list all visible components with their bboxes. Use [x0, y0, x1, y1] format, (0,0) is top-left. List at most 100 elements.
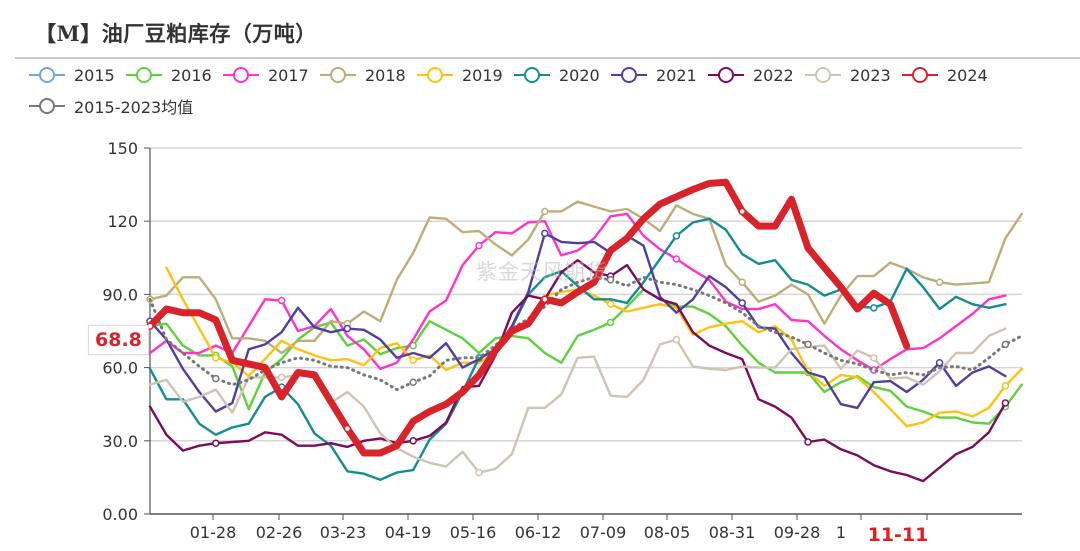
- legend-marker-icon: [417, 67, 453, 83]
- data-point: [738, 207, 746, 216]
- data-point: [870, 354, 878, 362]
- x-axis-labels: 01-28 02-26 03-23 04-19 05-16 06-12 07-09 08-05…: [190, 523, 929, 546]
- legend-label: 2024: [947, 65, 988, 85]
- series-2022: [148, 259, 1010, 483]
- data-point: [277, 296, 286, 305]
- legend-label: 2022: [753, 65, 794, 85]
- legend-item-2018[interactable]: 2018: [319, 64, 406, 86]
- title-divider: [15, 57, 1080, 59]
- data-point: [212, 439, 220, 447]
- data-point: [606, 300, 615, 308]
- legend-label: 2016: [171, 65, 212, 85]
- x-tick-label: 07-09: [580, 523, 627, 542]
- data-point: [870, 304, 878, 312]
- data-point: [606, 318, 615, 327]
- data-point: [935, 358, 944, 367]
- x-tick-label: 02-26: [256, 523, 303, 542]
- data-point: [409, 378, 417, 386]
- legend-label: 2019: [462, 65, 503, 85]
- legend-label: 2018: [365, 65, 406, 85]
- axes: [149, 148, 1022, 520]
- series-line-2015-2023均值: [148, 275, 1024, 392]
- x-tick-label: 03-23: [320, 523, 367, 542]
- last-value-label: 68.8: [88, 325, 149, 355]
- series-line-2018: [148, 200, 1023, 355]
- legend-label: 2021: [656, 65, 697, 85]
- legend-item-2021[interactable]: 2021: [610, 64, 697, 86]
- legend-marker-icon: [902, 67, 938, 83]
- legend-item-2022[interactable]: 2022: [707, 64, 794, 86]
- data-point: [804, 438, 812, 446]
- legend-item-2017[interactable]: 2017: [222, 64, 309, 86]
- data-point: [475, 468, 483, 477]
- legend-item-2015-2023均值[interactable]: 2015-2023均值: [28, 95, 193, 117]
- y-tick-label: 60.0: [102, 359, 138, 378]
- chart-title: 【M】油厂豆粕库存（万吨）: [35, 21, 317, 46]
- series-line-2021: [148, 232, 1007, 413]
- x-tick-label: 01-28: [190, 523, 237, 542]
- legend-item-2019[interactable]: 2019: [416, 64, 503, 86]
- legend-item-2023[interactable]: 2023: [804, 64, 891, 86]
- legend-label: 2020: [559, 65, 600, 85]
- data-point: [277, 373, 286, 382]
- series-2015-2023均值: [148, 275, 1024, 392]
- data-point: [409, 437, 417, 445]
- x-tick-label: 05-16: [450, 523, 497, 542]
- data-point: [475, 241, 483, 250]
- data-point: [1001, 340, 1010, 349]
- legend-marker-icon: [805, 67, 841, 83]
- legend-item-2015[interactable]: 2015: [28, 64, 115, 86]
- y-tick-label: 150: [107, 139, 138, 158]
- x-tick-label: 09-28: [774, 523, 821, 542]
- legend-marker-icon: [514, 67, 550, 83]
- legend-marker-icon: [320, 67, 356, 83]
- series-2017: [148, 212, 1007, 374]
- series-lines: [146, 178, 1024, 483]
- legend-item-2016[interactable]: 2016: [125, 64, 212, 86]
- legend-marker-icon: [223, 67, 259, 83]
- legend-marker-icon: [126, 67, 162, 83]
- legend-marker-icon: [708, 67, 744, 83]
- y-tick-label: 30.0: [102, 432, 138, 451]
- legend-label: 2023: [850, 65, 891, 85]
- x-tick-label: 1: [836, 523, 846, 542]
- series-line-2019: [165, 266, 1023, 428]
- data-point: [672, 232, 681, 240]
- data-point: [935, 278, 944, 286]
- data-point: [804, 340, 812, 349]
- legend-marker-icon: [611, 67, 647, 83]
- data-point: [1001, 382, 1010, 390]
- data-point: [212, 374, 220, 383]
- legend-label: 2017: [268, 65, 309, 85]
- watermark: 紫金天风期货: [476, 260, 608, 284]
- data-point: [409, 356, 417, 365]
- legend-label: 2015-2023均值: [74, 98, 194, 117]
- series-line-2024: [146, 178, 911, 457]
- x-tick-label: 08-05: [644, 523, 691, 542]
- legend-marker-icon: [29, 67, 65, 83]
- data-point: [738, 299, 746, 307]
- legend-item-2024[interactable]: 2024: [901, 64, 988, 86]
- y-axis-labels: 0.00 30.0 60.0 90.0 120 150: [102, 139, 138, 524]
- data-point: [541, 229, 549, 238]
- data-point: [1001, 399, 1010, 407]
- x-tick-label-highlighted: 11-11: [868, 524, 929, 546]
- x-tick-label: 06-12: [515, 523, 562, 542]
- x-tick-label: 04-19: [385, 523, 432, 542]
- data-point: [606, 276, 615, 284]
- legend-label: 2015: [74, 65, 115, 85]
- legend-marker-icon: [29, 98, 65, 114]
- data-point: [541, 207, 549, 216]
- y-tick-label: 0.00: [102, 505, 138, 524]
- series-line-2017: [148, 212, 1007, 372]
- series-2019: [165, 266, 1023, 428]
- data-point: [541, 295, 549, 304]
- legend-item-2020[interactable]: 2020: [513, 64, 600, 86]
- series-line-2022: [148, 259, 1007, 483]
- data-point: [738, 278, 746, 286]
- data-point: [212, 354, 220, 362]
- y-tick-label: 120: [107, 212, 138, 231]
- y-tick-label: 90.0: [102, 285, 138, 304]
- data-point: [672, 255, 681, 263]
